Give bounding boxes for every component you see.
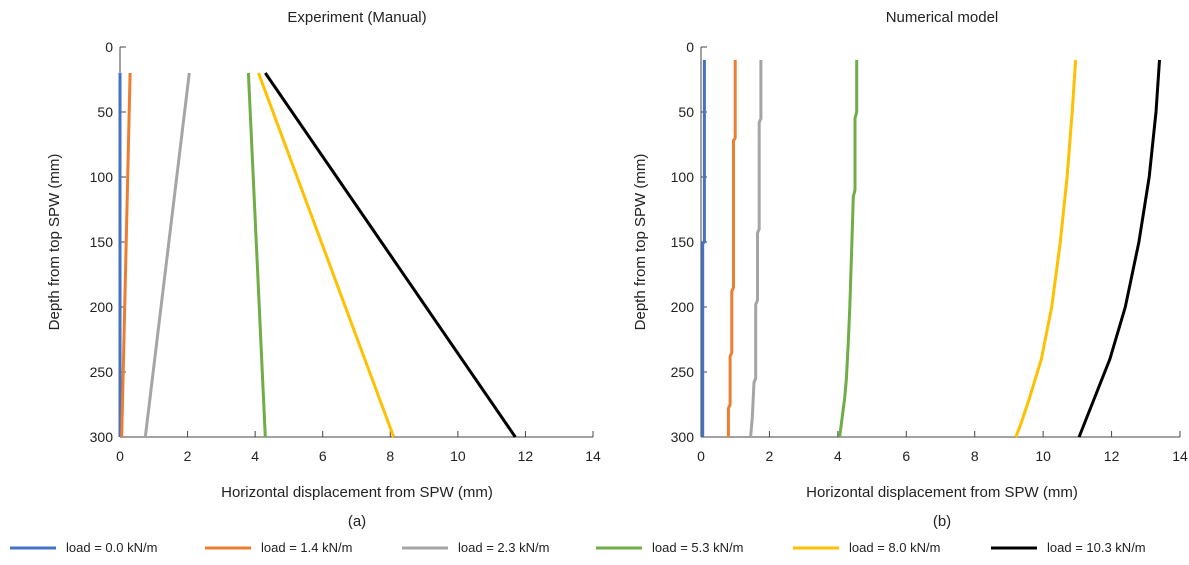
- x-tick-label: 10: [1035, 448, 1051, 464]
- series-line: [257, 72, 396, 438]
- x-tick-label: 6: [902, 448, 910, 464]
- x-tick-label: 12: [1104, 448, 1120, 464]
- legend-item: load = 2.3 kN/m: [402, 540, 549, 555]
- legend-item: load = 8.0 kN/m: [793, 540, 940, 555]
- x-tick-label: 2: [766, 448, 774, 464]
- x-tick-label: 8: [386, 448, 394, 464]
- x-tick-label: 14: [1172, 448, 1188, 464]
- series-group: [118, 72, 517, 438]
- y-tick-label: 300: [90, 429, 114, 445]
- series-line: [749, 60, 763, 438]
- legend-item: load = 1.4 kN/m: [205, 540, 352, 555]
- chart-title: Numerical model: [886, 9, 999, 26]
- legend-label: load = 1.4 kN/m: [261, 540, 352, 555]
- chart-numerical-model: Numerical model Depth from top SPW (mm) …: [632, 9, 1188, 530]
- x-axis-title: Horizontal displacement from SPW (mm): [806, 484, 1078, 501]
- panel-label: (b): [933, 513, 951, 530]
- series-line: [726, 60, 737, 437]
- y-tick-label: 250: [671, 364, 695, 380]
- legend-item: load = 0.0 kN/m: [10, 540, 157, 555]
- y-axis-title: Depth from top SPW (mm): [46, 154, 63, 331]
- legend-item: load = 10.3 kN/m: [991, 540, 1146, 555]
- y-tick-label: 200: [671, 299, 695, 315]
- panel-label: (a): [348, 513, 366, 530]
- series-line: [120, 72, 132, 438]
- series-line: [1014, 59, 1078, 438]
- y-tick-label: 250: [90, 364, 114, 380]
- x-axis-title: Horizontal displacement from SPW (mm): [221, 484, 493, 501]
- y-tick-label: 0: [105, 39, 113, 55]
- y-tick-label: 100: [671, 169, 695, 185]
- y-tick-label: 300: [671, 429, 695, 445]
- x-tick-label: 4: [251, 448, 259, 464]
- y-tick-label: 150: [90, 234, 114, 250]
- series-line: [264, 72, 517, 438]
- series-line: [1077, 59, 1161, 438]
- legend-label: load = 8.0 kN/m: [849, 540, 940, 555]
- x-tick-label: 0: [697, 448, 705, 464]
- series-group: [701, 59, 1161, 438]
- chart-experiment: Experiment (Manual) Depth from top SPW (…: [46, 9, 601, 530]
- y-tick-label: 200: [90, 299, 114, 315]
- y-tick-label: 50: [97, 104, 113, 120]
- legend-label: load = 10.3 kN/m: [1047, 540, 1146, 555]
- x-tick-label: 0: [116, 448, 124, 464]
- x-tick-label: 4: [834, 448, 842, 464]
- series-line: [838, 60, 859, 438]
- x-tick-label: 6: [319, 448, 327, 464]
- x-tick-label: 8: [971, 448, 979, 464]
- y-tick-label: 0: [686, 39, 694, 55]
- y-tick-label: 150: [671, 234, 695, 250]
- legend-label: load = 2.3 kN/m: [458, 540, 549, 555]
- y-tick-label: 50: [678, 104, 694, 120]
- legend-label: load = 0.0 kN/m: [66, 540, 157, 555]
- x-tick-label: 10: [450, 448, 466, 464]
- x-tick-label: 12: [518, 448, 534, 464]
- series-line: [246, 72, 267, 438]
- chart-title: Experiment (Manual): [287, 9, 426, 26]
- y-axis-title: Depth from top SPW (mm): [632, 154, 649, 331]
- legend-label: load = 5.3 kN/m: [652, 540, 743, 555]
- legend-item: load = 5.3 kN/m: [596, 540, 743, 555]
- series-line: [143, 72, 191, 438]
- x-tick-label: 2: [184, 448, 192, 464]
- series-line: [701, 60, 706, 437]
- x-tick-label: 14: [585, 448, 601, 464]
- y-tick-label: 100: [90, 169, 114, 185]
- legend: load = 0.0 kN/m load = 1.4 kN/m load = 2.3…: [10, 540, 1146, 555]
